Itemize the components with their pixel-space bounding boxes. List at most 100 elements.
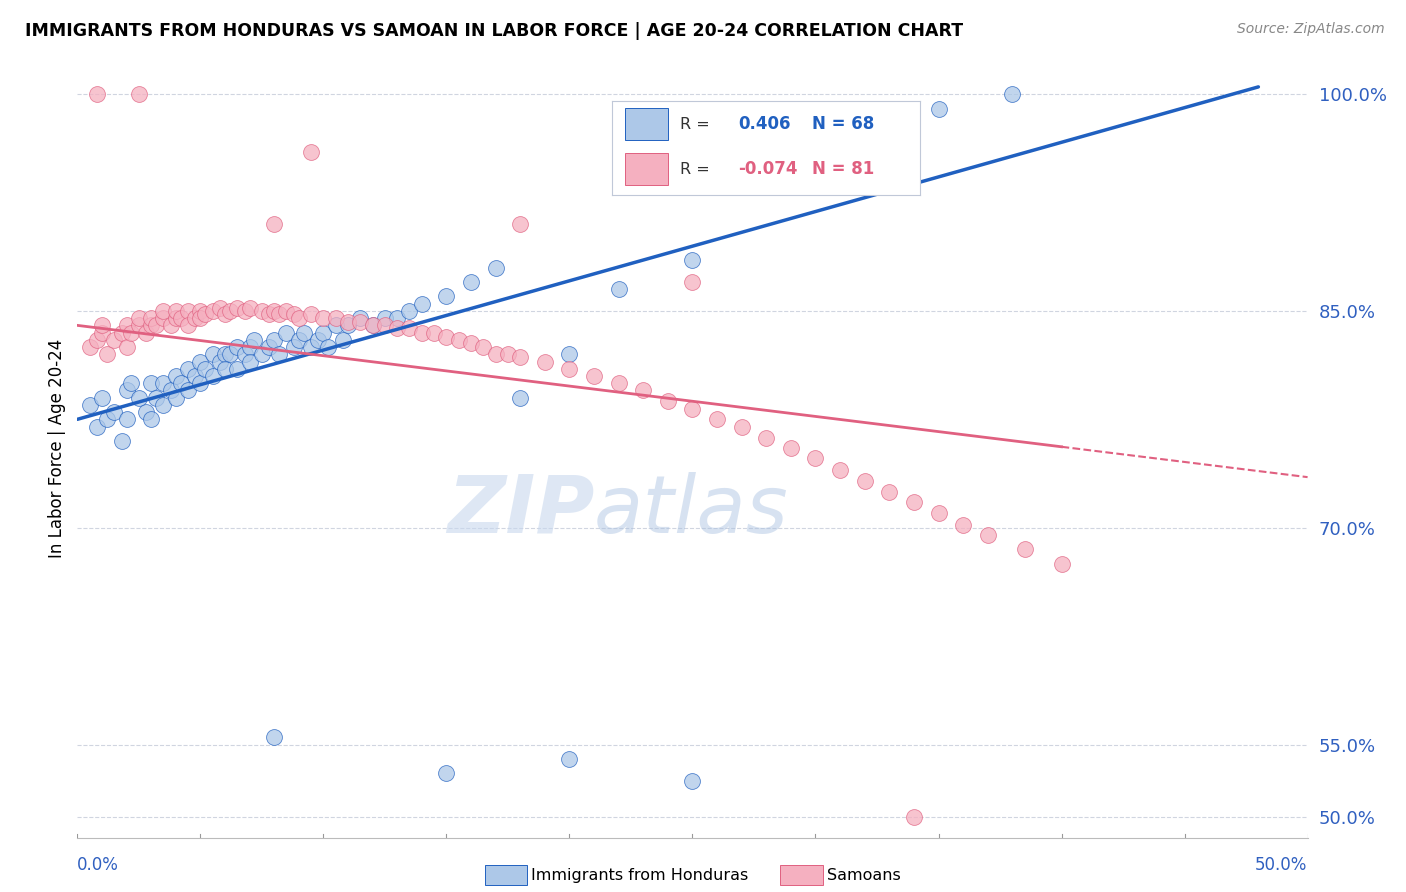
Point — [682, 275, 704, 289]
Point — [436, 289, 458, 303]
Point — [103, 405, 125, 419]
Point — [436, 330, 458, 344]
Point — [152, 311, 174, 326]
Point — [259, 307, 281, 321]
Point — [607, 376, 630, 391]
Point — [194, 361, 217, 376]
Point — [361, 318, 384, 333]
Point — [411, 326, 433, 340]
Point — [128, 311, 150, 326]
Point — [250, 347, 273, 361]
Point — [152, 398, 174, 412]
Point — [269, 347, 291, 361]
Point — [214, 361, 236, 376]
Point — [165, 311, 187, 326]
Point — [657, 393, 679, 408]
Point — [682, 402, 704, 417]
Point — [184, 368, 207, 383]
Point — [188, 311, 212, 326]
Point — [145, 391, 167, 405]
Point — [337, 318, 360, 333]
Point — [184, 311, 207, 326]
Point — [111, 326, 132, 340]
Point — [145, 318, 167, 333]
Point — [318, 340, 340, 354]
Point — [292, 326, 315, 340]
Point — [928, 102, 950, 116]
Point — [90, 318, 114, 333]
Point — [472, 340, 495, 354]
Point — [115, 412, 138, 426]
Text: 0.0%: 0.0% — [77, 855, 120, 874]
Text: IMMIGRANTS FROM HONDURAS VS SAMOAN IN LABOR FORCE | AGE 20-24 CORRELATION CHART: IMMIGRANTS FROM HONDURAS VS SAMOAN IN LA… — [25, 22, 963, 40]
Point — [299, 307, 322, 321]
Text: atlas: atlas — [595, 472, 789, 549]
Point — [141, 311, 163, 326]
Point — [170, 376, 193, 391]
Point — [288, 333, 311, 347]
Point — [337, 316, 360, 330]
Point — [188, 304, 212, 318]
Point — [308, 333, 330, 347]
Point — [299, 145, 322, 159]
Point — [160, 384, 183, 398]
Point — [209, 301, 232, 315]
Point — [165, 304, 187, 318]
Point — [361, 318, 384, 333]
Point — [509, 350, 531, 364]
Point — [160, 318, 183, 333]
Point — [447, 333, 470, 347]
Point — [558, 752, 581, 766]
Point — [239, 301, 262, 315]
Point — [830, 463, 852, 477]
Point — [283, 340, 305, 354]
Point — [90, 391, 114, 405]
Point — [214, 307, 236, 321]
Point — [780, 441, 803, 455]
Point — [194, 307, 217, 321]
Point — [398, 321, 420, 335]
Point — [141, 376, 163, 391]
Point — [250, 304, 273, 318]
Point — [952, 517, 974, 532]
Point — [128, 391, 150, 405]
Point — [239, 340, 262, 354]
Point — [79, 398, 101, 412]
Point — [509, 217, 531, 231]
Point — [583, 368, 606, 383]
Point — [170, 311, 193, 326]
Point — [534, 354, 557, 368]
Point — [731, 419, 754, 434]
Point — [312, 311, 335, 326]
Point — [226, 301, 249, 315]
Point — [90, 326, 114, 340]
Point — [177, 304, 200, 318]
Point — [115, 318, 138, 333]
Point — [177, 318, 200, 333]
Point — [276, 326, 298, 340]
Y-axis label: In Labor Force | Age 20-24: In Labor Force | Age 20-24 — [48, 339, 66, 558]
Point — [115, 384, 138, 398]
Point — [496, 347, 519, 361]
Point — [509, 391, 531, 405]
Point — [233, 304, 256, 318]
Point — [96, 412, 118, 426]
Point — [233, 347, 256, 361]
Point — [682, 773, 704, 788]
Point — [633, 384, 655, 398]
Point — [214, 347, 236, 361]
Point — [135, 326, 157, 340]
Point — [1050, 557, 1073, 571]
Point — [804, 451, 827, 466]
Point — [288, 311, 311, 326]
Point — [263, 304, 285, 318]
Point — [86, 419, 108, 434]
Point — [141, 318, 163, 333]
Point — [977, 528, 1000, 542]
Point — [682, 253, 704, 268]
Point — [558, 347, 581, 361]
Point — [111, 434, 132, 448]
Point — [276, 304, 298, 318]
Point — [706, 412, 728, 426]
Point — [201, 304, 224, 318]
